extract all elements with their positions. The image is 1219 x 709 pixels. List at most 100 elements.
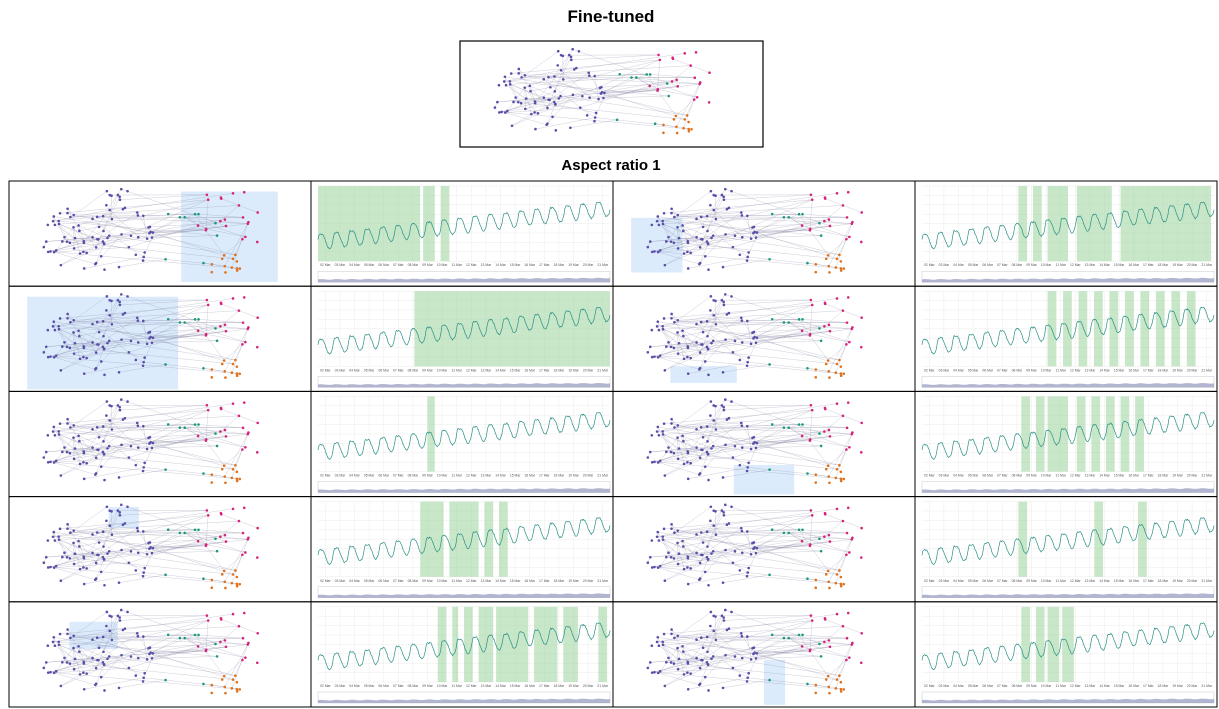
node (135, 211, 139, 214)
node (49, 460, 52, 464)
date-label: 07 Mar (997, 579, 1008, 583)
edge (74, 449, 98, 459)
node (102, 453, 106, 456)
edge (706, 189, 726, 217)
edge (220, 205, 240, 222)
date-label: 20 Mar (1187, 684, 1198, 688)
date-label: 05 Mar (968, 684, 979, 688)
node (202, 261, 205, 265)
node (234, 674, 237, 677)
node (145, 447, 149, 451)
edge (220, 520, 240, 537)
node (145, 552, 149, 556)
node (85, 461, 88, 465)
edge (711, 647, 754, 659)
edge (662, 329, 691, 359)
node (42, 666, 46, 670)
node (841, 414, 845, 418)
node (706, 453, 710, 456)
node (166, 317, 170, 321)
node (238, 477, 242, 481)
date-label: 04 Mar (953, 368, 964, 372)
edge (143, 424, 196, 427)
node (206, 303, 210, 307)
edge (137, 317, 150, 339)
node (63, 551, 66, 555)
node (768, 678, 771, 682)
node (834, 266, 838, 269)
edge (53, 321, 104, 327)
node (256, 316, 259, 319)
node (82, 460, 85, 464)
node (91, 235, 94, 239)
date-label: 06 Mar (982, 368, 993, 372)
edge (747, 320, 752, 344)
edge (96, 444, 122, 474)
line-chart: 02 Mar 03 Mar 04 Mar 05 Mar 06 Mar 07 Mar 08 M… (317, 185, 611, 283)
edge (664, 199, 813, 266)
node (149, 335, 152, 339)
node (82, 687, 86, 691)
node (142, 571, 145, 574)
node (234, 569, 237, 572)
edge (505, 112, 547, 125)
node (754, 551, 758, 555)
node (101, 555, 105, 559)
edge (662, 434, 709, 455)
edge (224, 344, 243, 361)
edge (73, 611, 107, 636)
node (658, 354, 662, 357)
edge (504, 76, 605, 94)
node (141, 469, 145, 473)
edge (149, 637, 180, 655)
edge (571, 54, 659, 61)
node (224, 540, 228, 543)
date-label: 14 Mar (495, 684, 506, 688)
highlight-band (1120, 186, 1212, 262)
edge (682, 646, 712, 659)
node (835, 362, 839, 366)
edge (150, 544, 207, 548)
node (235, 365, 239, 368)
edge (671, 629, 678, 636)
edge (109, 656, 236, 676)
node (205, 298, 209, 302)
node (706, 663, 710, 667)
node (120, 233, 123, 236)
edge (46, 237, 93, 242)
node (121, 523, 125, 527)
edge (150, 219, 225, 232)
edge (59, 427, 180, 435)
edge (663, 124, 677, 127)
edge (60, 515, 209, 530)
node (235, 680, 239, 684)
node (721, 370, 725, 374)
edge (151, 538, 216, 554)
edge (722, 259, 770, 268)
edge (46, 552, 93, 558)
node (835, 297, 839, 300)
node (819, 444, 823, 448)
node (571, 47, 574, 51)
edge (70, 212, 138, 218)
edge (74, 237, 99, 240)
edge (662, 644, 709, 665)
edge (224, 223, 248, 267)
node (676, 667, 680, 671)
node (517, 72, 521, 75)
edge (588, 72, 602, 94)
node (670, 312, 673, 316)
node (828, 435, 832, 438)
node (839, 260, 843, 263)
node (648, 73, 652, 76)
node (103, 373, 106, 377)
highlight-band (1021, 396, 1031, 472)
date-label: 20 Mar (1187, 368, 1198, 372)
node (105, 414, 108, 417)
edge (654, 436, 831, 463)
date-label: 19 Mar (568, 368, 579, 372)
node (224, 691, 227, 695)
edge (662, 329, 675, 349)
node (672, 662, 676, 665)
node (242, 611, 246, 615)
